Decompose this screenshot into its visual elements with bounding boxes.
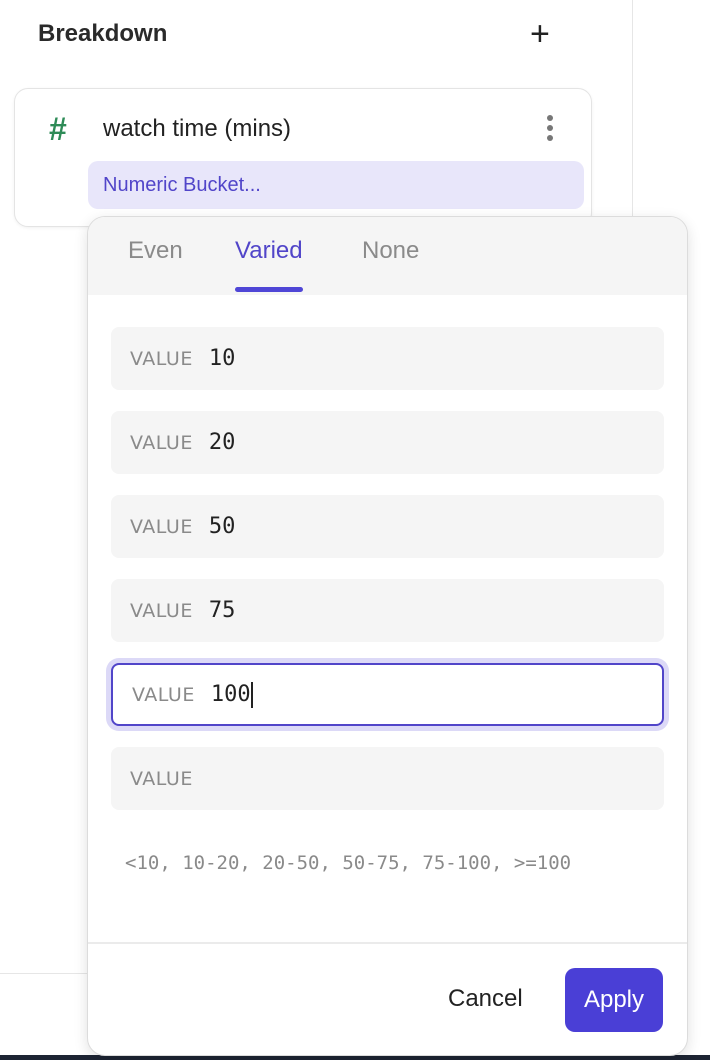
hash-icon: #	[49, 111, 67, 147]
section-divider	[0, 973, 90, 974]
value-text: 100	[210, 682, 251, 707]
value-text: 10	[208, 346, 236, 371]
field-name: watch time (mins)	[103, 115, 292, 142]
bucket-popover: Even Varied None VALUE 10 VALUE 20 VALUE 50…	[87, 216, 688, 1056]
value-label: VALUE	[130, 515, 193, 538]
bucket-summary: <10, 10-20, 20-50, 50-75, 75-100, >=100	[125, 852, 572, 874]
value-label: VALUE	[130, 767, 193, 790]
cancel-button[interactable]: Cancel	[448, 985, 523, 1012]
value-input[interactable]: VALUE 20	[111, 411, 664, 474]
value-label: VALUE	[130, 599, 193, 622]
section-title: Breakdown	[38, 20, 168, 47]
plus-icon[interactable]: +	[530, 15, 550, 53]
breakdown-item-card: # watch time (mins) Numeric Bucket...	[14, 88, 592, 227]
value-text: 75	[208, 598, 236, 623]
apply-button[interactable]: Apply	[565, 968, 663, 1032]
value-text: 20	[208, 430, 236, 455]
numeric-bucket-button[interactable]: Numeric Bucket...	[88, 161, 584, 209]
value-text: 50	[208, 514, 236, 539]
footer-divider	[88, 942, 687, 944]
tab-even[interactable]: Even	[128, 237, 183, 264]
value-input[interactable]: VALUE 75	[111, 579, 664, 642]
text-caret	[250, 681, 253, 708]
value-label: VALUE	[130, 347, 193, 370]
value-input[interactable]: VALUE 10	[111, 327, 664, 390]
bucket-tabs: Even Varied None	[88, 217, 687, 295]
kebab-icon[interactable]	[545, 115, 555, 145]
tab-none[interactable]: None	[362, 237, 420, 264]
value-input[interactable]: VALUE 50	[111, 495, 664, 558]
value-input-focused[interactable]: VALUE 100	[111, 663, 664, 726]
value-label: VALUE	[132, 683, 195, 706]
value-input-empty[interactable]: VALUE	[111, 747, 664, 810]
value-label: VALUE	[130, 431, 193, 454]
tab-varied[interactable]: Varied	[235, 237, 303, 292]
window-edge	[0, 1055, 710, 1060]
